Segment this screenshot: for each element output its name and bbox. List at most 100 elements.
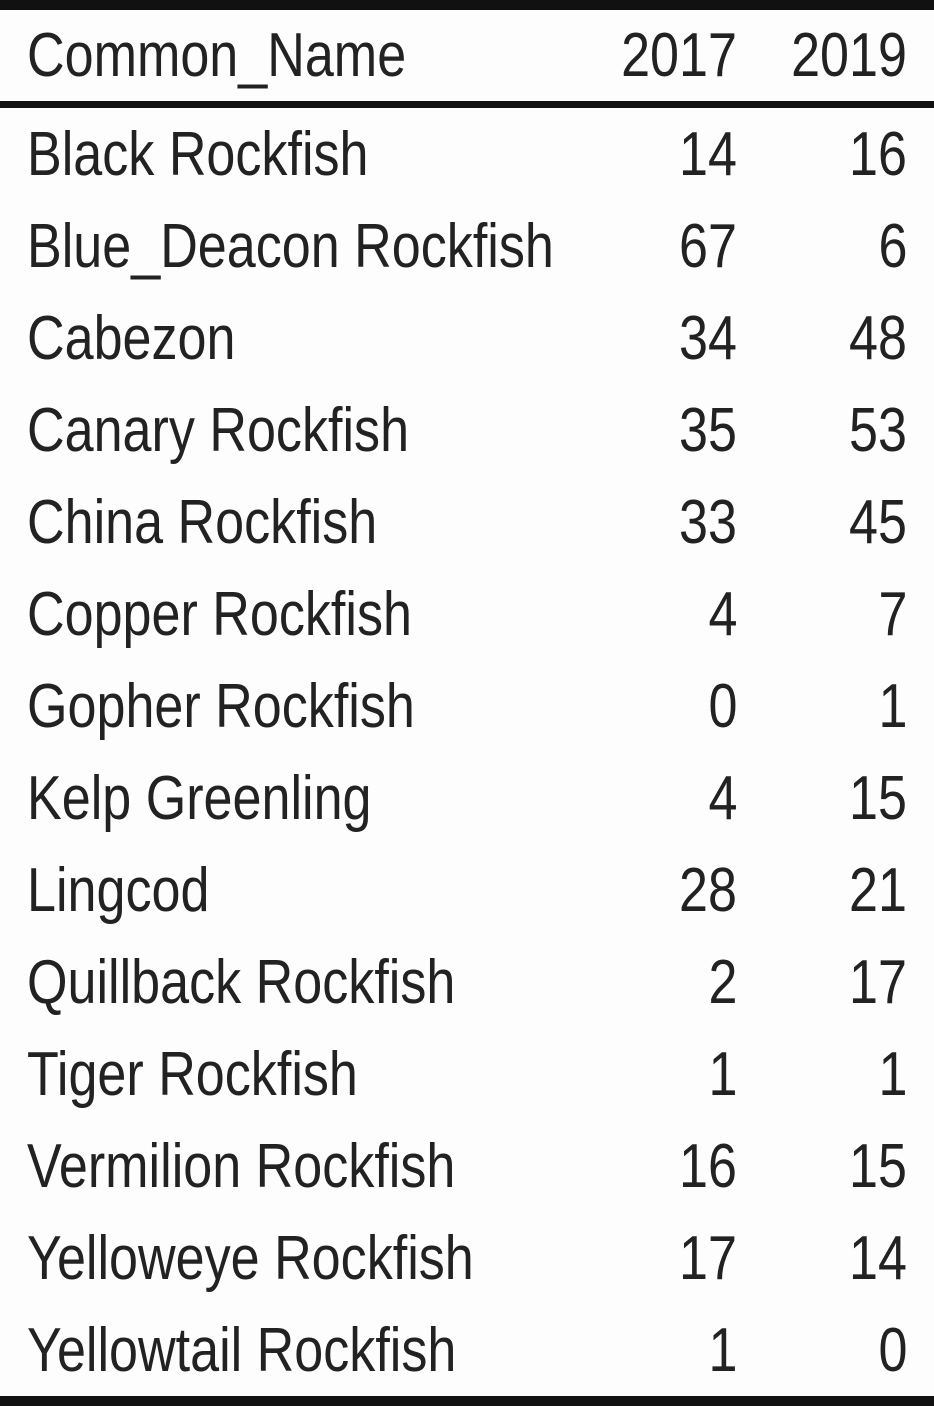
value-2019-cell: 1	[873, 660, 907, 752]
value-2019-cell: 15	[838, 1120, 907, 1212]
table-row: Vermilion Rockfish 16 15	[0, 1120, 934, 1212]
header-2019: 2019	[769, 10, 907, 101]
header-2017: 2017	[599, 10, 737, 101]
value-2019-cell: 7	[873, 568, 907, 660]
cell-text: Quillback Rockfish	[27, 947, 456, 1017]
cell-text: Canary Rockfish	[27, 395, 410, 465]
cell-text: 0	[878, 1315, 907, 1385]
cell-text: Vermilion Rockfish	[27, 1131, 456, 1201]
cell-text: 35	[679, 395, 737, 465]
value-2019-cell: 15	[838, 752, 907, 844]
value-2017-cell: 2	[703, 936, 737, 1028]
common-name-cell: Black Rockfish	[27, 108, 434, 200]
cell-text: 33	[679, 487, 737, 557]
value-2017-cell: 33	[668, 476, 737, 568]
value-2019-cell: 16	[838, 108, 907, 200]
cell-text: 28	[679, 855, 737, 925]
cell-text: Copper Rockfish	[27, 579, 412, 649]
value-2017-cell: 34	[668, 292, 737, 384]
cell-text: 0	[708, 671, 737, 741]
cell-text: China Rockfish	[27, 487, 378, 557]
cell-text: Lingcod	[27, 855, 210, 925]
value-2017-cell: 17	[668, 1212, 737, 1304]
table-row: Yellowtail Rockfish 1 0	[0, 1304, 934, 1396]
cell-text: 1	[708, 1315, 737, 1385]
value-2019-cell: 21	[838, 844, 907, 936]
table-row: China Rockfish 33 45	[0, 476, 934, 568]
cell-text: Gopher Rockfish	[27, 671, 415, 741]
header-label: 2017	[621, 21, 737, 90]
cell-text: 16	[679, 1131, 737, 1201]
value-2017-cell: 1	[703, 1304, 737, 1396]
cell-text: Black Rockfish	[27, 119, 369, 189]
table-row: Copper Rockfish 4 7	[0, 568, 934, 660]
cell-text: 15	[849, 1131, 907, 1201]
cell-text: 16	[849, 119, 907, 189]
cell-text: 1	[878, 671, 907, 741]
common-name-cell: China Rockfish	[27, 476, 444, 568]
value-2019-cell: 0	[873, 1304, 907, 1396]
common-name-cell: Blue_Deacon Rockfish	[27, 200, 654, 292]
value-2019-cell: 53	[838, 384, 907, 476]
cell-text: 67	[679, 211, 737, 281]
table-row: Lingcod 28 21	[0, 844, 934, 936]
cell-text: 15	[849, 763, 907, 833]
cell-text: Cabezon	[27, 303, 236, 373]
value-2019-cell: 6	[873, 200, 907, 292]
cell-text: 17	[679, 1223, 737, 1293]
common-name-cell: Canary Rockfish	[27, 384, 482, 476]
cell-text: 14	[849, 1223, 907, 1293]
cell-text: 14	[679, 119, 737, 189]
value-2019-cell: 1	[873, 1028, 907, 1120]
cell-text: 48	[849, 303, 907, 373]
cell-text: 21	[849, 855, 907, 925]
value-2017-cell: 35	[668, 384, 737, 476]
header-label: 2019	[791, 21, 907, 90]
header-rule	[0, 101, 934, 108]
top-rule	[0, 0, 934, 10]
value-2019-cell: 17	[838, 936, 907, 1028]
table-row: Black Rockfish 14 16	[0, 108, 934, 200]
cell-text: Yelloweye Rockfish	[27, 1223, 474, 1293]
value-2017-cell: 1	[703, 1028, 737, 1120]
value-2019-cell: 48	[838, 292, 907, 384]
cell-text: 34	[679, 303, 737, 373]
cell-text: 53	[849, 395, 907, 465]
cell-text: 4	[708, 579, 737, 649]
table-row: Canary Rockfish 35 53	[0, 384, 934, 476]
value-2017-cell: 4	[703, 752, 737, 844]
header-label: Common_Name	[27, 21, 407, 90]
value-2017-cell: 28	[668, 844, 737, 936]
table-row: Yelloweye Rockfish 17 14	[0, 1212, 934, 1304]
common-name-cell: Copper Rockfish	[27, 568, 485, 660]
cell-text: Kelp Greenling	[27, 763, 372, 833]
value-2017-cell: 4	[703, 568, 737, 660]
table-row: Gopher Rockfish 0 1	[0, 660, 934, 752]
header-row: Common_Name 2017 2019	[0, 10, 934, 101]
table-row: Blue_Deacon Rockfish 67 6	[0, 200, 934, 292]
common-name-cell: Vermilion Rockfish	[27, 1120, 537, 1212]
cell-text: 1	[878, 1039, 907, 1109]
cell-text: 7	[878, 579, 907, 649]
common-name-cell: Lingcod	[27, 844, 244, 936]
table-row: Quillback Rockfish 2 17	[0, 936, 934, 1028]
cell-text: 4	[708, 763, 737, 833]
common-name-cell: Yelloweye Rockfish	[27, 1212, 559, 1304]
value-2017-cell: 0	[703, 660, 737, 752]
header-common-name: Common_Name	[27, 10, 478, 101]
cell-text: 1	[708, 1039, 737, 1109]
common-name-cell: Cabezon	[27, 292, 275, 384]
common-name-cell: Gopher Rockfish	[27, 660, 489, 752]
cell-text: 45	[849, 487, 907, 557]
cell-text: 17	[849, 947, 907, 1017]
value-2017-cell: 67	[668, 200, 737, 292]
table-row: Kelp Greenling 4 15	[0, 752, 934, 844]
table-row: Tiger Rockfish 1 1	[0, 1028, 934, 1120]
cell-text: Blue_Deacon Rockfish	[27, 211, 554, 281]
table-row: Cabezon 34 48	[0, 292, 934, 384]
value-2019-cell: 45	[838, 476, 907, 568]
bottom-rule	[0, 1396, 934, 1406]
common-name-cell: Kelp Greenling	[27, 752, 437, 844]
cell-text: 6	[878, 211, 907, 281]
